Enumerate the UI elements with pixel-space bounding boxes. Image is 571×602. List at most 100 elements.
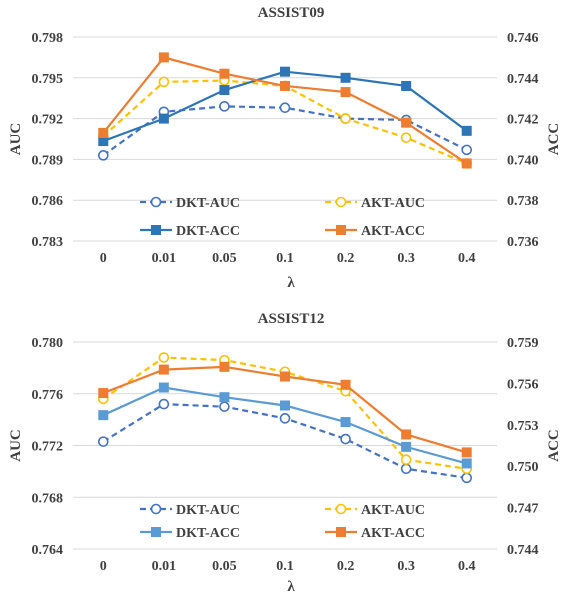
data-point bbox=[158, 352, 170, 363]
chart-title: ASSIST09 bbox=[258, 5, 325, 21]
data-point bbox=[461, 125, 472, 136]
legend-item: DKT-ACC bbox=[140, 224, 240, 239]
legend-label: AKT-AUC bbox=[361, 503, 425, 518]
y-tick-label: 0.792 bbox=[32, 113, 64, 128]
series-DKT-AUC bbox=[97, 101, 473, 161]
data-point bbox=[280, 66, 290, 77]
data-point bbox=[400, 454, 412, 466]
y-tick-label: 0.764 bbox=[32, 543, 64, 558]
data-point bbox=[340, 72, 351, 83]
x-axis-label: λ bbox=[287, 275, 295, 291]
legend-marker bbox=[335, 196, 347, 208]
data-point bbox=[219, 101, 230, 112]
data-point bbox=[340, 433, 351, 445]
data-point bbox=[461, 158, 472, 169]
y2-tick-label: 0.753 bbox=[507, 419, 539, 434]
data-point bbox=[340, 379, 351, 390]
legend-label: AKT-AUC bbox=[361, 196, 425, 211]
legend-marker bbox=[150, 503, 162, 515]
data-point bbox=[98, 410, 109, 421]
legend-label: DKT-ACC bbox=[176, 526, 240, 541]
y-tick-label: 0.780 bbox=[32, 336, 64, 351]
legend-marker bbox=[336, 527, 346, 537]
data-point bbox=[461, 472, 473, 484]
data-point bbox=[280, 80, 290, 91]
data-point bbox=[97, 150, 109, 161]
y2-tick-label: 0.750 bbox=[507, 460, 539, 475]
x-tick-label: 0.1 bbox=[276, 559, 294, 574]
x-tick-label: 0.05 bbox=[212, 251, 237, 266]
y2-tick-label: 0.738 bbox=[507, 194, 539, 209]
data-point bbox=[400, 463, 412, 475]
y-tick-label: 0.776 bbox=[32, 388, 64, 403]
series-line bbox=[102, 105, 468, 157]
x-tick-label: 0.4 bbox=[458, 559, 476, 574]
legend-item: DKT-AUC bbox=[140, 503, 240, 518]
chart-title: ASSIST12 bbox=[258, 311, 325, 327]
y-tick-label: 0.768 bbox=[32, 491, 64, 506]
y-tick-label: 0.772 bbox=[32, 440, 64, 455]
data-point bbox=[340, 113, 351, 124]
series-DKT-AUC bbox=[97, 398, 473, 484]
y2-axis-label: ACC bbox=[546, 123, 562, 156]
data-point bbox=[279, 102, 291, 114]
x-tick-label: 0.01 bbox=[152, 251, 177, 266]
chart-ASSIST09: ASSIST09 0.798 0.795 0.792 0.789 0.786 0.783 0.… bbox=[8, 5, 562, 291]
data-point bbox=[400, 132, 412, 143]
data-point bbox=[98, 388, 109, 399]
legend-item: AKT-AUC bbox=[325, 503, 425, 518]
legend-item: DKT-AUC bbox=[140, 196, 240, 211]
y-tick-label: 0.789 bbox=[32, 153, 64, 168]
legend-label: DKT-AUC bbox=[176, 196, 240, 211]
data-point bbox=[98, 136, 109, 147]
data-point bbox=[340, 417, 351, 428]
x-tick-label: 0.2 bbox=[337, 559, 355, 574]
data-point bbox=[401, 441, 412, 452]
legend-marker bbox=[336, 225, 346, 235]
y-axis-label: AUC bbox=[8, 123, 24, 156]
data-point bbox=[401, 429, 412, 440]
x-tick-label: 0.1 bbox=[276, 251, 294, 266]
x-axis-label: λ bbox=[287, 579, 295, 595]
series-DKT-ACC bbox=[98, 382, 472, 469]
legend-label: AKT-ACC bbox=[361, 224, 425, 239]
y-axis-label: AUC bbox=[8, 429, 24, 462]
y-tick-label: 0.795 bbox=[32, 72, 64, 87]
y2-tick-label: 0.744 bbox=[507, 72, 539, 87]
data-point bbox=[158, 52, 169, 63]
y2-tick-label: 0.736 bbox=[507, 235, 539, 250]
y2-tick-label: 0.746 bbox=[507, 31, 539, 46]
y2-tick-label: 0.740 bbox=[507, 153, 539, 168]
y2-tick-label: 0.744 bbox=[507, 543, 539, 558]
y2-tick-label: 0.742 bbox=[507, 113, 539, 128]
data-point bbox=[219, 361, 230, 372]
x-tick-label: 0 bbox=[100, 251, 107, 266]
data-point bbox=[279, 413, 291, 424]
y-tick-label: 0.798 bbox=[32, 31, 64, 46]
data-point bbox=[158, 364, 169, 375]
legend-marker bbox=[151, 527, 161, 537]
data-point bbox=[461, 458, 472, 469]
series-line bbox=[102, 386, 468, 465]
legend-item: AKT-AUC bbox=[325, 196, 425, 211]
legend-marker bbox=[150, 196, 162, 208]
legend-label: AKT-ACC bbox=[361, 526, 425, 541]
data-point bbox=[158, 76, 170, 88]
data-point bbox=[97, 436, 109, 447]
x-tick-label: 0.05 bbox=[212, 559, 237, 574]
y2-axis-label: ACC bbox=[546, 429, 562, 462]
series-AKT-ACC bbox=[98, 361, 472, 458]
y2-tick-label: 0.747 bbox=[507, 502, 539, 517]
data-point bbox=[461, 144, 473, 156]
series-DKT-ACC bbox=[98, 66, 472, 147]
legend-marker bbox=[335, 503, 347, 515]
data-point bbox=[280, 371, 290, 382]
x-tick-label: 0.01 bbox=[152, 559, 177, 574]
data-point bbox=[219, 392, 230, 403]
y2-tick-label: 0.756 bbox=[507, 377, 539, 392]
y-tick-label: 0.786 bbox=[32, 194, 64, 209]
series-AKT-ACC bbox=[98, 52, 472, 169]
data-point bbox=[158, 113, 169, 124]
